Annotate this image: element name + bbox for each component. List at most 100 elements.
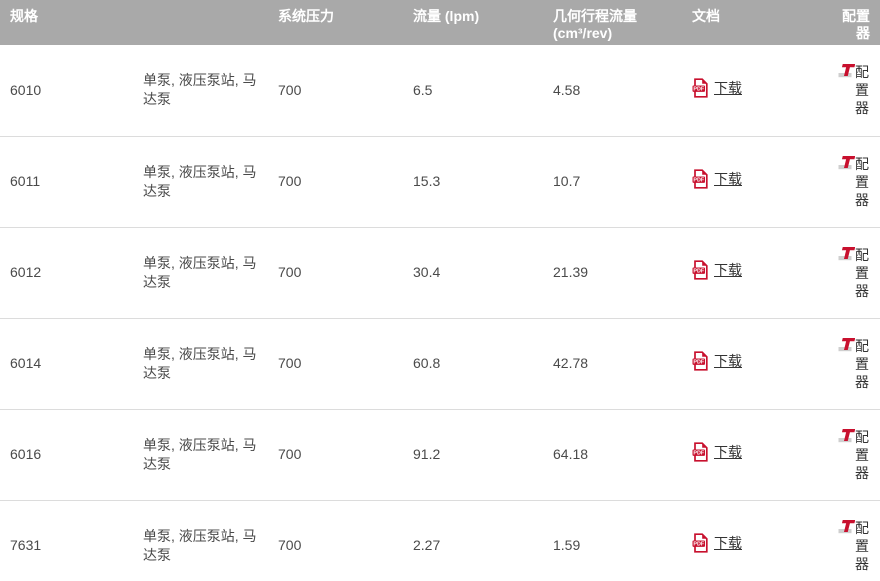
configurator-tool-icon [835, 246, 856, 265]
header-pressure: 系统压力 [278, 8, 334, 24]
configurator-link[interactable]: 配置器 [835, 155, 870, 209]
type-cell: 单泵, 液压泵站, 马达泵 [143, 527, 257, 563]
pressure-cell: 700 [278, 173, 302, 189]
spec-cell: 7631 [10, 537, 42, 553]
pressure-cell: 700 [278, 446, 302, 462]
configurator-cell: 配置器 [820, 318, 880, 409]
spec-cell: 6016 [10, 446, 42, 462]
docs-cell: PDF 下载 [682, 227, 820, 318]
docs-cell: PDF 下载 [682, 45, 820, 136]
configurator-label: 配置器 [855, 337, 869, 390]
flow-cell: 2.27 [413, 537, 441, 553]
docs-cell: PDF 下载 [682, 500, 820, 581]
docs-cell: PDF 下载 [682, 318, 820, 409]
svg-text:PDF: PDF [693, 86, 704, 92]
pdf-download-link[interactable]: PDF 下载 [692, 351, 742, 371]
pdf-download-link[interactable]: PDF 下载 [692, 260, 742, 280]
flow-cell: 91.2 [413, 446, 441, 462]
configurator-label: 配置器 [855, 155, 869, 208]
pdf-icon: PDF [692, 351, 708, 374]
spec-cell: 6012 [10, 264, 42, 280]
configurator-tool-icon [835, 519, 856, 538]
configurator-tool-icon [835, 155, 856, 174]
configurator-cell: 配置器 [820, 136, 880, 227]
docs-cell: PDF 下载 [682, 409, 820, 500]
header-configurator: 配置器 [842, 8, 870, 41]
displacement-cell: 4.58 [553, 81, 581, 98]
type-cell: 单泵, 液压泵站, 马达泵 [143, 436, 257, 472]
table-body: 6010 单泵, 液压泵站, 马达泵 700 6.5 4.58 PDF 下载 配置… [0, 45, 880, 581]
pdf-download-link[interactable]: PDF 下载 [692, 78, 742, 98]
configurator-label: 配置器 [855, 519, 869, 572]
header-spec: 规格 [10, 8, 38, 24]
type-cell: 单泵, 液压泵站, 马达泵 [143, 345, 257, 381]
pdf-icon: PDF [692, 442, 708, 465]
header-flow: 流量 (lpm) [413, 8, 480, 24]
pressure-cell: 700 [278, 355, 302, 371]
pdf-download-link[interactable]: PDF 下载 [692, 442, 742, 462]
table-row: 6011 单泵, 液压泵站, 马达泵 700 15.3 10.7 PDF 下载 配… [0, 136, 880, 227]
configurator-cell: 配置器 [820, 409, 880, 500]
pdf-icon: PDF [692, 260, 708, 283]
table-row: 6014 单泵, 液压泵站, 马达泵 700 60.8 42.78 PDF 下载 … [0, 318, 880, 409]
header-docs: 文档 [692, 8, 720, 24]
configurator-link[interactable]: 配置器 [835, 428, 870, 482]
pressure-cell: 700 [278, 537, 302, 553]
type-cell: 单泵, 液压泵站, 马达泵 [143, 163, 257, 199]
table-row: 6016 单泵, 液压泵站, 马达泵 700 91.2 64.18 PDF 下载 … [0, 409, 880, 500]
flow-cell: 30.4 [413, 264, 441, 280]
displacement-cell: 64.18 [553, 446, 589, 462]
pdf-icon: PDF [692, 169, 708, 192]
pdf-icon: PDF [692, 533, 708, 556]
table-header: 规格 系统压力 流量 (lpm) 几何行程流量 (cm³/rev) 文档 配置器 [0, 0, 880, 45]
type-cell: 单泵, 液压泵站, 马达泵 [143, 254, 257, 290]
spec-cell: 6011 [10, 173, 41, 189]
displacement-cell: 1.59 [553, 537, 581, 553]
configurator-link[interactable]: 配置器 [835, 246, 870, 300]
download-label: 下载 [714, 535, 742, 551]
download-label: 下载 [714, 353, 742, 369]
spec-cell: 6014 [10, 355, 42, 371]
download-label: 下载 [714, 79, 742, 96]
configurator-cell: 配置器 [820, 227, 880, 318]
table-row: 7631 单泵, 液压泵站, 马达泵 700 2.27 1.59 PDF 下载 配… [0, 500, 880, 581]
flow-cell: 60.8 [413, 355, 441, 371]
flow-cell: 15.3 [413, 173, 441, 189]
svg-text:PDF: PDF [693, 542, 704, 548]
table-row: 6010 单泵, 液压泵站, 马达泵 700 6.5 4.58 PDF 下载 配置… [0, 45, 880, 136]
table-row: 6012 单泵, 液压泵站, 马达泵 700 30.4 21.39 PDF 下载 … [0, 227, 880, 318]
svg-text:PDF: PDF [693, 269, 704, 275]
configurator-label: 配置器 [855, 246, 869, 299]
pdf-download-link[interactable]: PDF 下载 [692, 169, 742, 189]
configurator-tool-icon [835, 64, 856, 82]
pressure-cell: 700 [278, 264, 302, 280]
docs-cell: PDF 下载 [682, 136, 820, 227]
configurator-tool-icon [835, 337, 856, 356]
header-displacement: 几何行程流量 (cm³/rev) [553, 8, 637, 41]
svg-text:PDF: PDF [693, 178, 704, 184]
configurator-link[interactable]: 配置器 [835, 337, 870, 391]
configurator-cell: 配置器 [820, 45, 880, 136]
displacement-cell: 42.78 [553, 355, 589, 371]
flow-cell: 6.5 [413, 81, 433, 98]
header-row: 规格 系统压力 流量 (lpm) 几何行程流量 (cm³/rev) 文档 配置器 [0, 0, 880, 45]
displacement-cell: 21.39 [553, 264, 589, 280]
configurator-label: 配置器 [855, 64, 869, 117]
configurator-link[interactable]: 配置器 [835, 519, 870, 573]
pressure-cell: 700 [278, 81, 302, 98]
download-label: 下载 [714, 444, 742, 460]
svg-text:PDF: PDF [693, 451, 704, 457]
pdf-download-link[interactable]: PDF 下载 [692, 533, 742, 553]
pdf-icon: PDF [692, 78, 708, 101]
spec-cell: 6010 [10, 81, 42, 98]
type-cell: 单泵, 液压泵站, 马达泵 [143, 72, 257, 108]
configurator-cell: 配置器 [820, 500, 880, 581]
header-type [133, 0, 268, 45]
svg-text:PDF: PDF [693, 360, 704, 366]
displacement-cell: 10.7 [553, 173, 581, 189]
configurator-link[interactable]: 配置器 [835, 63, 870, 117]
download-label: 下载 [714, 171, 742, 187]
configurator-tool-icon [835, 428, 856, 447]
